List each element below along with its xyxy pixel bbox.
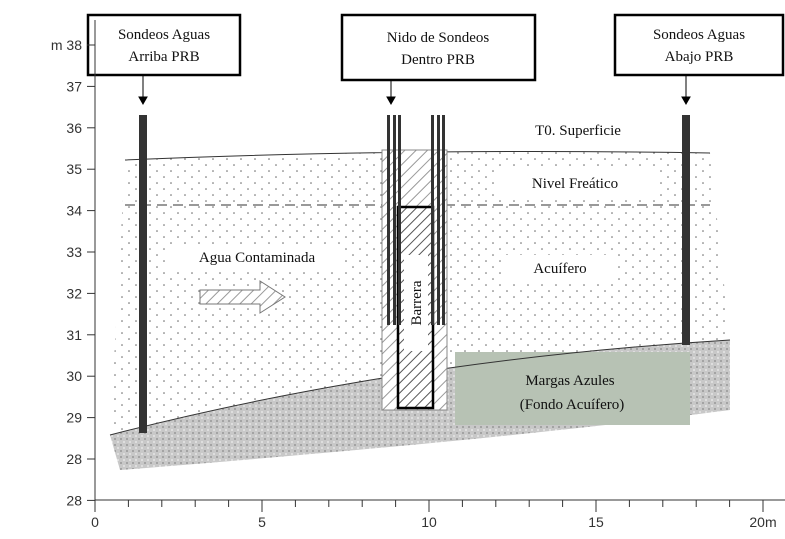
surface-label: T0. Superficie xyxy=(535,123,621,139)
y-tick-label: 37 xyxy=(66,78,82,94)
flow-arrow xyxy=(199,280,286,314)
box-line: Sondeos Aguas xyxy=(118,27,210,43)
y-tick-label: 32 xyxy=(66,285,82,301)
well xyxy=(398,115,401,325)
x-tick-label: 0 xyxy=(91,514,99,530)
box-line: Nido de Sondeos xyxy=(387,30,490,46)
box-line: Abajo PRB xyxy=(665,49,734,65)
level-bg xyxy=(495,170,655,196)
wells xyxy=(139,115,690,433)
well xyxy=(437,115,440,325)
y-tick-label: 30 xyxy=(66,368,82,384)
x-tick-label: 5 xyxy=(258,514,266,530)
well xyxy=(387,115,390,325)
aquifer-bg xyxy=(505,255,615,281)
base-label: Margas Azules xyxy=(525,373,614,389)
y-tick-label: 36 xyxy=(66,120,82,136)
box-line: Arriba PRB xyxy=(128,49,199,65)
well xyxy=(442,115,445,325)
flow-label: Agua Contaminada xyxy=(199,250,316,266)
well xyxy=(431,115,434,325)
box-line: Sondeos Aguas xyxy=(653,27,745,43)
x-tick-label: 20m xyxy=(749,514,776,530)
margas-box xyxy=(455,352,690,425)
well xyxy=(682,115,690,345)
x-tick-label: 10 xyxy=(421,514,437,530)
axes xyxy=(94,20,785,501)
aquifer-label: Acuífero xyxy=(533,261,586,277)
y-tick-label: 28 xyxy=(66,492,82,508)
flow-bg xyxy=(170,244,345,270)
base-label: (Fondo Acuífero) xyxy=(520,397,625,413)
barrier-label-bg xyxy=(404,255,428,351)
barrier-label: Barrera xyxy=(409,280,425,325)
label-boxes xyxy=(86,13,785,82)
y-tick-label: m 38 xyxy=(51,37,82,53)
box-line: Dentro PRB xyxy=(401,52,475,68)
y-tick-label: 35 xyxy=(66,161,82,177)
box-arrows xyxy=(138,75,691,106)
y-tick-label: 29 xyxy=(66,410,82,426)
water-table-label: Nivel Freático xyxy=(532,176,618,192)
y-tick-label: 33 xyxy=(66,244,82,260)
labels: Sondeos Aguas Arriba PRB Nido de Sondeos… xyxy=(118,27,745,413)
well xyxy=(393,115,396,325)
ticks: m 38 37 36 35 34 33 32 31 30 29 28 28 0 5 10 15 20m xyxy=(51,37,777,530)
well xyxy=(139,115,147,433)
surface-bg xyxy=(495,117,660,143)
y-tick-label: 34 xyxy=(66,203,82,219)
y-tick-label: 28 xyxy=(66,451,82,467)
x-tick-label: 15 xyxy=(588,514,604,530)
y-tick-label: 31 xyxy=(66,327,82,343)
